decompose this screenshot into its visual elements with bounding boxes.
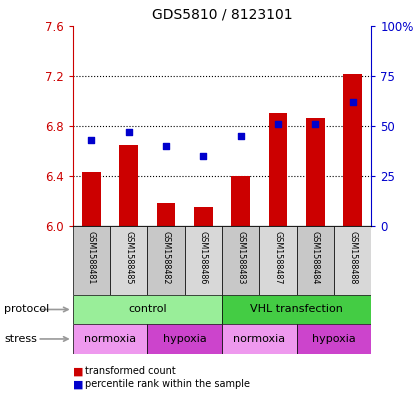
Text: GSM1588487: GSM1588487 — [273, 231, 283, 285]
Bar — [147, 226, 185, 295]
Text: normoxia: normoxia — [84, 334, 136, 344]
Bar — [157, 204, 176, 226]
Bar — [82, 172, 101, 226]
Bar — [147, 324, 222, 354]
Text: normoxia: normoxia — [233, 334, 286, 344]
Text: GSM1588486: GSM1588486 — [199, 231, 208, 285]
Bar — [73, 295, 222, 324]
Bar — [222, 324, 297, 354]
Bar — [232, 176, 250, 226]
Text: protocol: protocol — [4, 305, 49, 314]
Text: transformed count: transformed count — [85, 366, 176, 376]
Bar — [73, 324, 147, 354]
Text: GSM1588485: GSM1588485 — [124, 231, 133, 285]
Point — [125, 129, 132, 135]
Text: VHL transfection: VHL transfection — [250, 305, 343, 314]
Text: control: control — [128, 305, 167, 314]
Text: GSM1588488: GSM1588488 — [348, 231, 357, 285]
Point — [349, 99, 356, 105]
Bar — [344, 74, 362, 226]
Title: GDS5810 / 8123101: GDS5810 / 8123101 — [152, 7, 292, 22]
Bar — [269, 113, 288, 226]
Bar — [120, 145, 138, 226]
Point — [200, 152, 207, 159]
Bar — [306, 118, 325, 226]
Bar — [110, 226, 147, 295]
Text: ■: ■ — [73, 379, 83, 389]
Bar — [185, 226, 222, 295]
Point — [88, 137, 95, 143]
Bar — [334, 226, 371, 295]
Bar — [73, 226, 110, 295]
Point — [237, 132, 244, 139]
Bar — [297, 324, 371, 354]
Bar — [194, 207, 213, 226]
Text: hypoxia: hypoxia — [163, 334, 207, 344]
Bar — [259, 226, 297, 295]
Bar — [222, 295, 371, 324]
Text: GSM1588484: GSM1588484 — [311, 231, 320, 285]
Text: percentile rank within the sample: percentile rank within the sample — [85, 379, 250, 389]
Text: GSM1588483: GSM1588483 — [236, 231, 245, 285]
Bar — [297, 226, 334, 295]
Text: ■: ■ — [73, 366, 83, 376]
Text: stress: stress — [4, 334, 37, 344]
Point — [275, 121, 281, 127]
Bar — [222, 226, 259, 295]
Point — [163, 143, 169, 149]
Point — [312, 121, 319, 127]
Text: GSM1588481: GSM1588481 — [87, 231, 96, 285]
Text: hypoxia: hypoxia — [312, 334, 356, 344]
Text: GSM1588482: GSM1588482 — [161, 231, 171, 285]
